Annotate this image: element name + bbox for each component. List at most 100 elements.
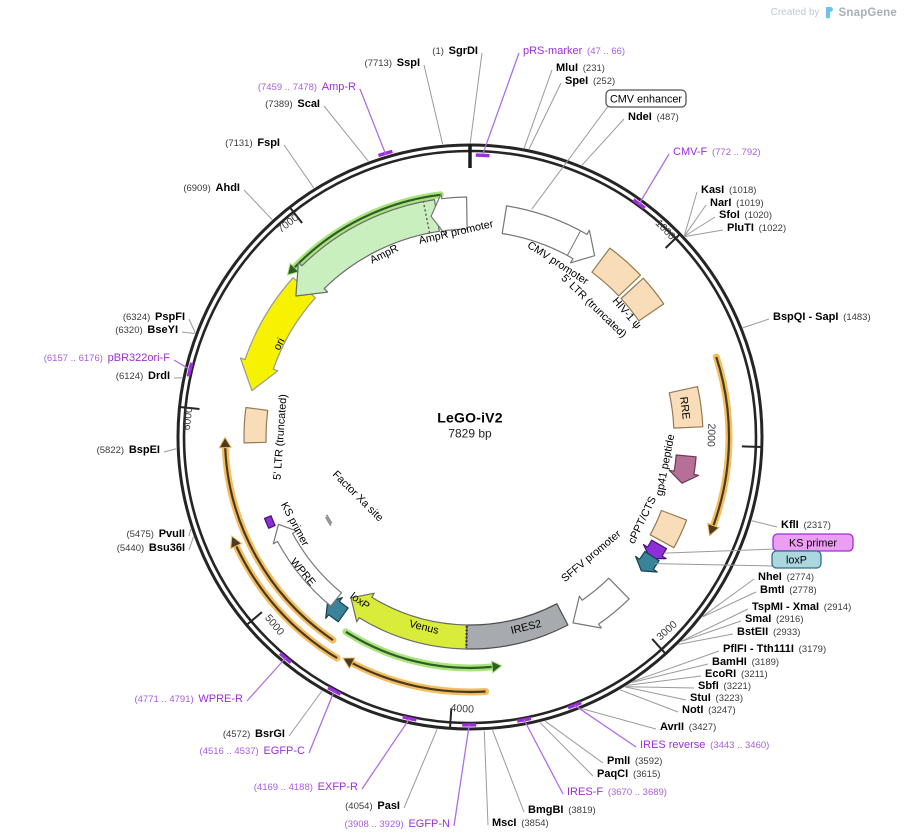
site-label-IRES reverse[interactable]: IRES reverse (3443 .. 3460) (640, 739, 769, 751)
orf-venus-line[interactable] (345, 630, 493, 670)
callout-line-CMV enhancer (531, 104, 610, 210)
feature-label-sffv-promoter[interactable]: SFFV promoter (559, 528, 624, 585)
feature-ori[interactable] (239, 277, 316, 392)
feature-ampr[interactable] (295, 199, 440, 297)
feature-venus[interactable] (350, 592, 468, 650)
site-label-EcoRI[interactable]: EcoRI (3211) (705, 668, 768, 680)
boxed-label-loxP[interactable] (771, 550, 822, 569)
site-label-PflFI - Tth111I[interactable]: PflFI - Tth111I (3179) (723, 643, 826, 655)
site-label-BspQI - SapI[interactable]: BspQI - SapI (1483) (773, 311, 871, 323)
site-label-SfoI[interactable]: SfoI (1020) (719, 209, 772, 221)
feature-label-cppt-cts[interactable]: cPPT/CTS (626, 495, 659, 546)
feature-label-rre[interactable]: RRE (677, 396, 692, 420)
site-label-Bsu36I[interactable]: (5440) Bsu36I (117, 542, 185, 554)
snapgene-watermark: Created by SnapGene (771, 6, 897, 19)
site-label-FspI[interactable]: (7131) FspI (225, 137, 280, 149)
site-label-NdeI[interactable]: NdeI (487) (628, 111, 679, 123)
site-label-SspI[interactable]: (7713) SspI (365, 57, 420, 69)
site-label-NheI[interactable]: NheI (2774) (758, 571, 814, 583)
feature-ampr-promoter[interactable] (430, 193, 468, 236)
site-label-PluTI[interactable]: PluTI (1022) (727, 222, 786, 234)
site-label-AhdI[interactable]: (6909) AhdI (183, 182, 240, 194)
site-label-StuI[interactable]: StuI (3223) (690, 692, 743, 704)
callout-line-BseYI (181, 331, 195, 334)
site-label-PasI[interactable]: (4054) PasI (345, 800, 400, 812)
feature-gp41-peptide[interactable] (668, 454, 700, 484)
snapgene-logo-icon (825, 7, 833, 19)
pRS-marker-site[interactable] (475, 153, 490, 158)
feature-label-gp41-peptide[interactable]: gp41 peptide (654, 433, 678, 497)
feature-cppt-cts[interactable] (649, 509, 688, 549)
site-label-BamHI[interactable]: BamHI (3189) (712, 656, 779, 668)
site-label-MscI[interactable]: MscI (3854) (492, 817, 549, 829)
site-label-NotI[interactable]: NotI (3247) (682, 704, 736, 716)
orf-gag-region-line[interactable] (712, 356, 731, 526)
site-label-SmaI[interactable]: SmaI (2916) (745, 613, 804, 625)
site-label-BspEI[interactable]: (5822) BspEI (97, 444, 160, 456)
callout-line-PluTI (684, 229, 724, 237)
feature-wpre[interactable] (272, 523, 343, 607)
orf-left-outer-line[interactable] (235, 545, 338, 660)
feature-rre[interactable] (668, 386, 704, 429)
site-label-PmlI[interactable]: PmlI (3592) (607, 755, 662, 767)
feature-ks-primer-site-left[interactable] (263, 515, 276, 529)
callout-line-MscI (483, 730, 489, 826)
callout-line-AvrII (581, 708, 657, 730)
scale-tick (664, 233, 681, 249)
feature-sffv-promoter[interactable] (572, 577, 630, 629)
site-label-PspFI[interactable]: (6324) PspFI (123, 311, 185, 323)
site-label-BsrGI[interactable]: (4572) BsrGI (223, 728, 285, 740)
site-label-CMV-F[interactable]: CMV-F (772 .. 792) (673, 146, 761, 158)
feature-loxp-site-right[interactable] (635, 550, 660, 573)
scale-tick (741, 445, 762, 449)
feature-ltr5-left[interactable] (243, 406, 269, 444)
orf-bottom-line[interactable] (351, 662, 486, 694)
site-label-MluI[interactable]: MluI (231) (556, 62, 605, 74)
site-label-IRES-F[interactable]: IRES-F (3670 .. 3689) (567, 786, 667, 798)
scale-tick (651, 638, 667, 655)
site-label-pRS-marker[interactable]: pRS-marker (47 .. 66) (523, 45, 625, 57)
site-label-WPRE-R[interactable]: (4771 .. 4791) WPRE-R (134, 693, 243, 705)
factor-xa-site-mark (325, 514, 333, 524)
site-label-pBR322ori-F[interactable]: (6157 .. 6176) pBR322ori-F (44, 352, 171, 364)
callout-line-loxP (654, 563, 776, 567)
callout-line-EXFP-R (361, 718, 411, 790)
boxed-label-CMV enhancer[interactable] (605, 89, 687, 108)
site-label-EXFP-R[interactable]: (4169 .. 4188) EXFP-R (254, 781, 358, 793)
site-label-TspMI - XmaI[interactable]: TspMI - XmaI (2914) (752, 601, 851, 613)
orf-left-inner-line[interactable] (224, 447, 334, 642)
site-label-Amp-R[interactable]: (7459 .. 7478) Amp-R (258, 81, 356, 93)
callout-line-PmlI (544, 720, 604, 764)
orf-gag-region-arrowhead-icon (707, 522, 720, 537)
feature-ltr5-right[interactable] (591, 247, 642, 297)
callout-line-BmgBI (492, 729, 525, 813)
site-label-PaqCI[interactable]: PaqCI (3615) (597, 768, 660, 780)
site-label-NarI[interactable]: NarI (1019) (710, 197, 764, 209)
site-label-SgrDI[interactable]: (1) SgrDI (432, 45, 478, 57)
feature-hiv1-psi[interactable] (620, 277, 665, 322)
site-label-DrdI[interactable]: (6124) DrdI (116, 370, 170, 382)
site-label-ScaI[interactable]: (7389) ScaI (265, 98, 320, 110)
site-label-BseYI[interactable]: (6320) BseYI (115, 324, 178, 336)
callout-line-AhdI (243, 189, 273, 220)
callout-line-Bsu36I (188, 536, 194, 551)
site-label-SbfI[interactable]: SbfI (3221) (698, 680, 751, 692)
site-label-SpeI[interactable]: SpeI (252) (565, 75, 615, 87)
site-label-KasI[interactable]: KasI (1018) (701, 184, 756, 196)
site-label-BstEII[interactable]: BstEII (2933) (737, 626, 800, 638)
site-label-EGFP-C[interactable]: (4516 .. 4537) EGFP-C (200, 745, 306, 757)
orf-venus-arrowhead-icon (491, 660, 503, 674)
feature-label-ori[interactable]: ori (271, 336, 287, 352)
orf-ampr-line[interactable] (293, 193, 441, 269)
site-label-BmgBI[interactable]: BmgBI (3819) (528, 804, 596, 816)
site-label-BmtI[interactable]: BmtI (2778) (760, 584, 817, 596)
site-label-AvrII[interactable]: AvrII (3427) (660, 721, 716, 733)
feature-label-5-ltr-truncated-[interactable]: 5' LTR (truncated) (272, 394, 290, 481)
site-label-PvuII[interactable]: (5475) PvuII (126, 528, 185, 540)
site-label-KflI[interactable]: KflI (2317) (781, 519, 831, 531)
feature-label-factor-xa-site[interactable]: Factor Xa site (330, 469, 386, 525)
callout-line-MluI (523, 69, 553, 149)
EGFP-C-site[interactable] (327, 686, 342, 696)
site-label-EGFP-N[interactable]: (3908 .. 3929) EGFP-N (345, 818, 451, 830)
